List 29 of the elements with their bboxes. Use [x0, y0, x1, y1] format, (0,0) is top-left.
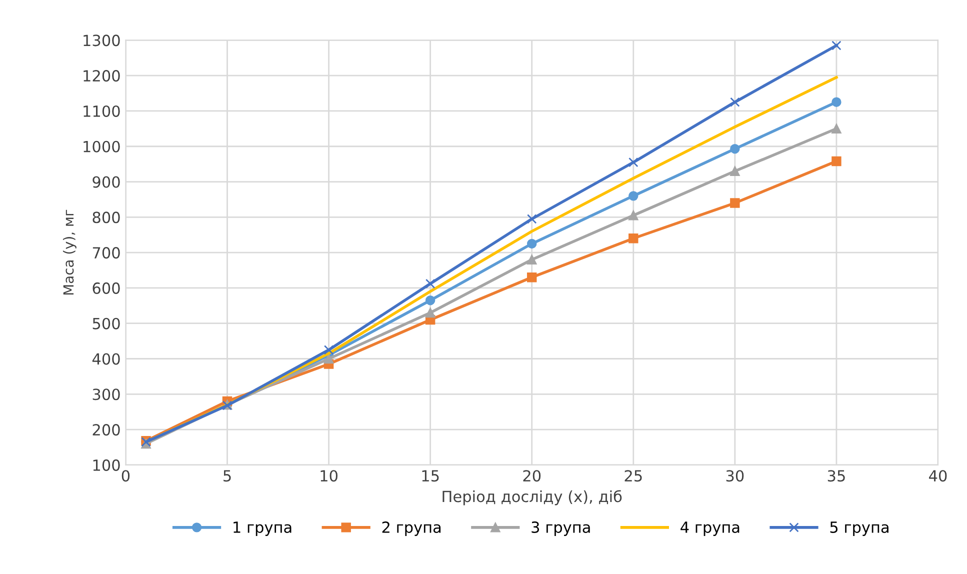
y-tick-label: 1100 [84, 105, 120, 117]
y-tick-label: 800 [92, 212, 120, 224]
y-tick-label: 500 [92, 318, 120, 330]
legend-label: 2 група [382, 521, 441, 536]
x-tick-label: 25 [624, 470, 642, 482]
x-tick-label: 30 [726, 470, 744, 482]
x-tick-label: 0 [122, 470, 130, 482]
legend-label: 4 група [680, 522, 740, 536]
y-tick-label: 1200 [84, 70, 120, 82]
y-tick-label: 600 [92, 282, 120, 294]
y-tick-label: 1000 [84, 140, 120, 152]
y-axis-title: Маса (у), мг [62, 210, 76, 295]
y-tick-label: 300 [92, 388, 120, 400]
y-tick-label: 900 [92, 176, 120, 188]
y-tick-label: 200 [92, 424, 120, 436]
y-tick-label: 1300 [84, 34, 120, 46]
legend-label: 5 група [830, 522, 888, 536]
y-tick-label: 700 [92, 247, 120, 259]
legend-label: 1 група [234, 522, 292, 536]
x-tick-label: 10 [320, 470, 338, 482]
y-tick-label: 400 [92, 353, 120, 365]
x-tick-label: 20 [523, 470, 541, 482]
x-tick-label: 40 [929, 470, 947, 482]
legend-label: 3 група [532, 521, 590, 536]
y-tick-label: 100 [93, 459, 120, 471]
x-tick-label: 5 [224, 470, 231, 482]
x-tick-label: 15 [422, 470, 439, 482]
x-tick-label: 35 [828, 470, 845, 482]
x-axis-title: Період досліду (х), діб [442, 490, 622, 506]
